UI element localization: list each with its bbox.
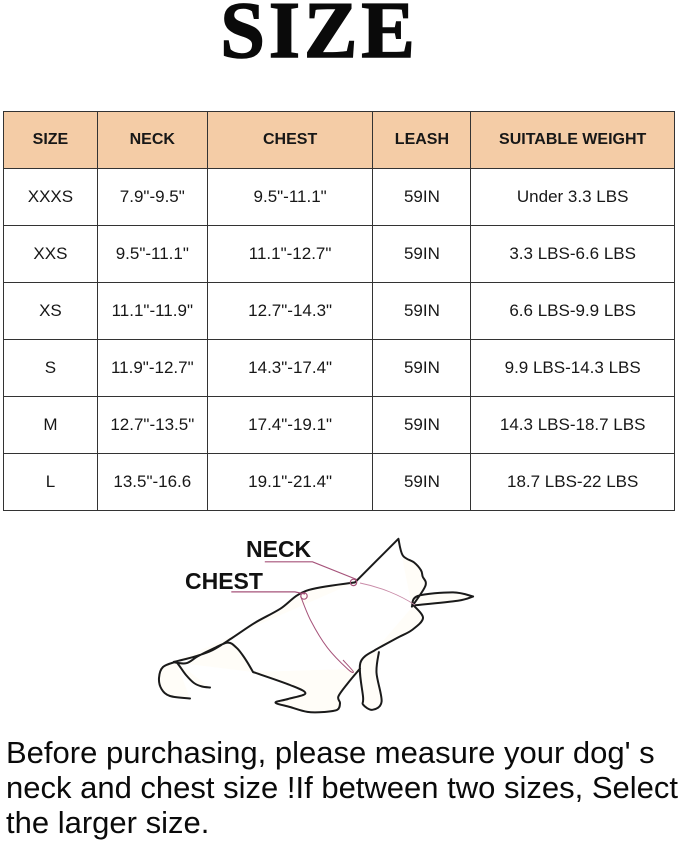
svg-text:CHEST: CHEST	[185, 568, 263, 594]
svg-text:NECK: NECK	[246, 536, 312, 562]
